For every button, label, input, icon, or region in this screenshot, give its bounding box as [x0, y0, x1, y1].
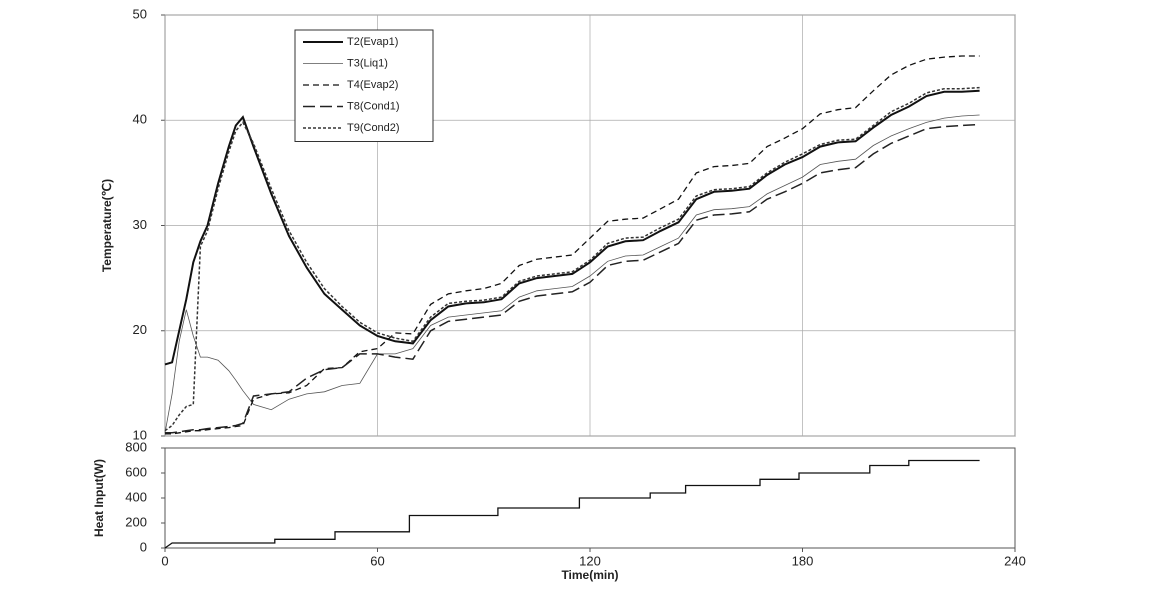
series-line: [164, 89, 980, 366]
y-tick-label: 400: [125, 489, 147, 504]
y-tick-label: 0: [140, 539, 147, 554]
legend-label: T8(Cond1): [347, 100, 400, 112]
y-tick-label: 50: [133, 6, 147, 21]
x-tick-label: 120: [579, 553, 601, 568]
y-tick-label: 600: [125, 464, 147, 479]
series-line: [164, 86, 980, 432]
legend-label: T2(Evap1): [347, 36, 398, 48]
y-tick-label: 200: [125, 514, 147, 529]
series-line: [165, 123, 980, 434]
series-line: [164, 114, 980, 433]
x-tick-label: 180: [792, 553, 814, 568]
legend-label: T3(Liq1): [347, 57, 388, 69]
series-line: [164, 459, 980, 549]
y-tick-label: 30: [133, 217, 147, 232]
x-axis-label: Time(min): [561, 568, 618, 582]
legend-label: T9(Cond2): [347, 122, 400, 134]
legend-label: T4(Evap2): [347, 79, 398, 91]
x-tick-label: 60: [370, 553, 384, 568]
y-tick-label: 20: [133, 322, 147, 337]
series-line: [165, 55, 980, 435]
x-tick-label: 240: [1004, 553, 1026, 568]
y-tick-label: 10: [133, 427, 147, 442]
y-tick-label: 800: [125, 439, 147, 454]
y-axis-label: Heat Input(W): [92, 459, 106, 537]
legend-box: [294, 29, 434, 142]
x-tick-label: 0: [161, 553, 168, 568]
y-tick-label: 40: [133, 112, 147, 127]
y-axis-label: Temperature(℃): [100, 179, 114, 272]
